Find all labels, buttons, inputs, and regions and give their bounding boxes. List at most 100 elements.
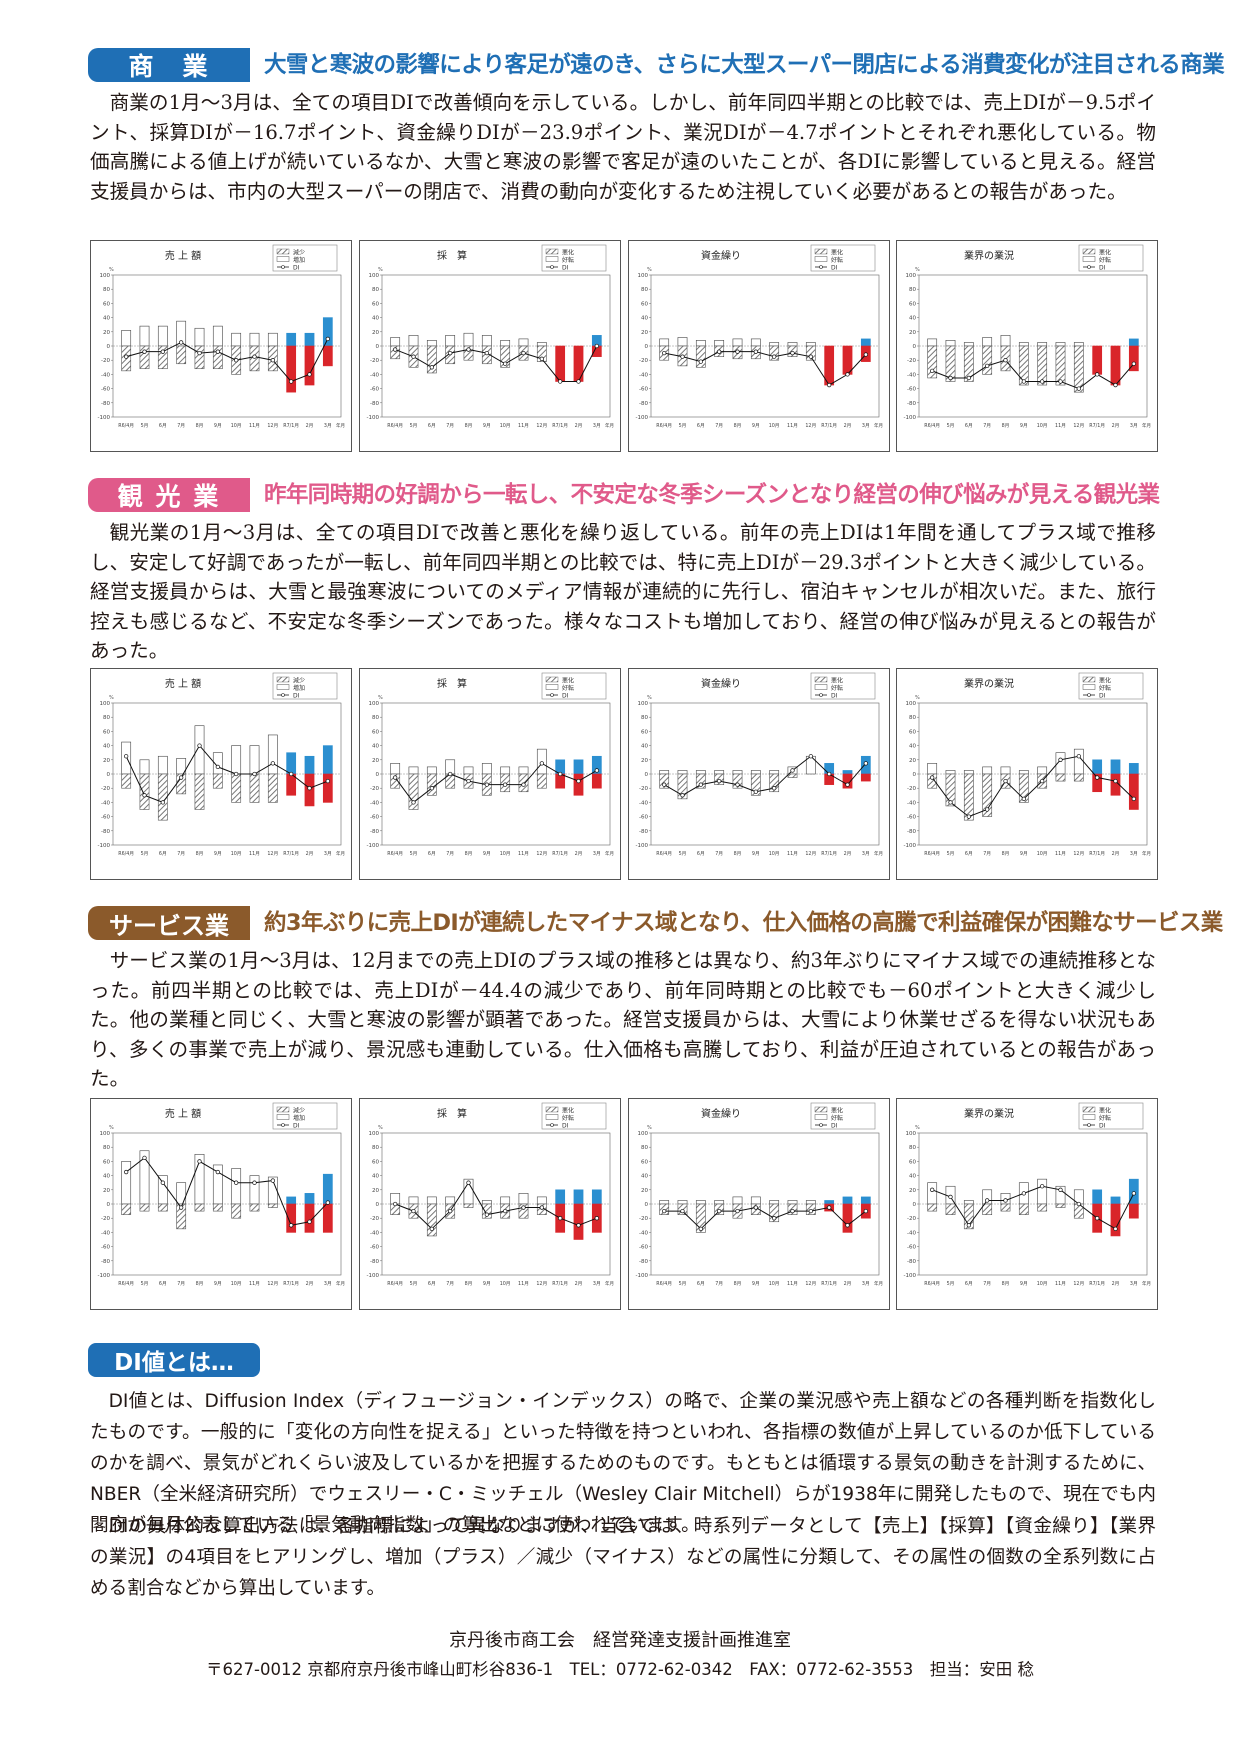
y-tick-label: 0 bbox=[645, 772, 649, 778]
bar-minus bbox=[927, 1203, 938, 1212]
x-tick-label: 7月 bbox=[446, 1281, 454, 1287]
x-tick-label: 9月 bbox=[1020, 423, 1028, 429]
y-tick-label: 60 bbox=[103, 729, 110, 735]
x-tick-label: 6月 bbox=[965, 851, 973, 857]
bar-plus bbox=[322, 745, 333, 775]
x-tick-label: 11月 bbox=[518, 851, 529, 857]
y-tick-label: 60 bbox=[909, 729, 916, 735]
y-tick-label: 60 bbox=[103, 301, 110, 307]
di-line bbox=[394, 345, 598, 382]
di-point bbox=[753, 349, 758, 354]
di-point bbox=[1003, 358, 1008, 363]
bar-plus bbox=[231, 1168, 242, 1205]
bar-plus bbox=[121, 1161, 132, 1205]
bar-minus bbox=[536, 345, 547, 362]
legend-label: DI bbox=[562, 1123, 569, 1130]
bar-minus bbox=[194, 345, 205, 370]
bar-minus bbox=[463, 345, 474, 361]
di-point bbox=[1058, 379, 1063, 384]
y-tick-label: 20 bbox=[641, 1188, 648, 1194]
di-point bbox=[1040, 1184, 1045, 1189]
legend-label: DI bbox=[831, 1123, 838, 1130]
bar-minus bbox=[1110, 345, 1121, 386]
x-tick-label: 9月 bbox=[752, 423, 760, 429]
y-tick-label: -80 bbox=[101, 829, 110, 835]
di-point bbox=[772, 786, 777, 791]
di-point bbox=[1113, 1226, 1118, 1232]
di-point bbox=[735, 1208, 740, 1214]
x-tick-label: 5月 bbox=[141, 851, 149, 857]
y-tick-label: 0 bbox=[913, 772, 917, 778]
x-tick-label: R7/1月 bbox=[821, 1281, 837, 1287]
x-tick-label: 6月 bbox=[428, 851, 436, 857]
bar-minus bbox=[176, 1203, 187, 1230]
y-tick-label: 80 bbox=[103, 287, 110, 293]
x-tick-label: 3月 bbox=[593, 1281, 601, 1287]
section-badge: 観 光 業 bbox=[88, 478, 250, 512]
di-point bbox=[325, 778, 330, 784]
y-tick-label: 20 bbox=[909, 758, 916, 764]
di-chart: 資金繰り 悪化 好転 DI% 100 80 60 40 20 0 -20 -40 -60 -80 -100 R… bbox=[628, 1098, 890, 1310]
x-tick-label: R7/1月 bbox=[283, 851, 299, 857]
y-tick-label: -60 bbox=[639, 387, 648, 393]
bar-minus bbox=[945, 1203, 956, 1215]
y-tick-label: 100 bbox=[906, 701, 917, 707]
legend-label: 好転 bbox=[831, 1114, 843, 1122]
di-point bbox=[179, 775, 184, 780]
legend-label: 増加 bbox=[293, 256, 305, 264]
x-tick-label: 2月 bbox=[306, 1281, 314, 1287]
di-paragraph-2: DIの具体的な算出方法は、各指標によって異なりますが、当会では、時系列データとし… bbox=[90, 1516, 1156, 1599]
x-tick-label: R7/1月 bbox=[1089, 851, 1105, 857]
x-tick-label: R6/4月 bbox=[118, 423, 134, 429]
x-tick-label: 2月 bbox=[844, 423, 852, 429]
di-point bbox=[270, 1178, 275, 1183]
y-tick-label: -100 bbox=[367, 415, 380, 421]
di-chart: 業界の業況 悪化 好転 DI% 100 80 60 40 20 0 -20 -40 -60 -80 -100… bbox=[896, 240, 1158, 452]
axis-suffix: 年月 bbox=[336, 422, 345, 429]
axis-suffix: 年月 bbox=[605, 850, 614, 857]
bar-plus bbox=[390, 337, 401, 347]
y-tick-label: -40 bbox=[370, 800, 379, 806]
di-point bbox=[930, 775, 935, 780]
y-tick-label: 60 bbox=[372, 301, 379, 307]
di-point bbox=[735, 349, 740, 354]
y-tick-label: 0 bbox=[107, 772, 111, 778]
di-point bbox=[160, 349, 165, 354]
di-point bbox=[845, 782, 850, 787]
di-point bbox=[966, 814, 971, 819]
x-tick-label: 11月 bbox=[787, 423, 798, 429]
y-tick-label: 100 bbox=[100, 1131, 111, 1137]
y-tick-label: 40 bbox=[909, 744, 916, 750]
x-tick-label: 8月 bbox=[465, 851, 473, 857]
chart-title: 採 算 bbox=[437, 677, 467, 690]
y-tick-label: -80 bbox=[370, 1259, 379, 1265]
bar-plus bbox=[518, 338, 529, 347]
y-tick-label: 0 bbox=[913, 1202, 917, 1208]
x-tick-label: 3月 bbox=[324, 1281, 332, 1287]
bar-minus bbox=[1055, 773, 1066, 782]
x-tick-label: 8月 bbox=[1002, 423, 1010, 429]
bar-plus bbox=[322, 317, 333, 347]
di-point bbox=[827, 771, 832, 777]
x-tick-label: 10月 bbox=[769, 1281, 780, 1287]
legend-label: DI bbox=[293, 693, 300, 700]
bar-plus bbox=[659, 770, 670, 775]
di-point bbox=[234, 771, 239, 777]
di-point bbox=[197, 350, 202, 356]
x-tick-label: 9月 bbox=[1020, 1281, 1028, 1287]
x-tick-label: 6月 bbox=[159, 851, 167, 857]
bar-minus bbox=[157, 773, 168, 821]
bar-plus bbox=[408, 335, 419, 347]
y-tick-label: 60 bbox=[909, 301, 916, 307]
y-tick-label: 20 bbox=[372, 330, 379, 336]
bar-plus bbox=[536, 1196, 547, 1205]
di-point bbox=[680, 793, 685, 798]
bar-minus bbox=[750, 773, 761, 796]
di-line bbox=[125, 1157, 329, 1226]
y-tick-label: 40 bbox=[641, 744, 648, 750]
di-point bbox=[215, 1169, 220, 1175]
